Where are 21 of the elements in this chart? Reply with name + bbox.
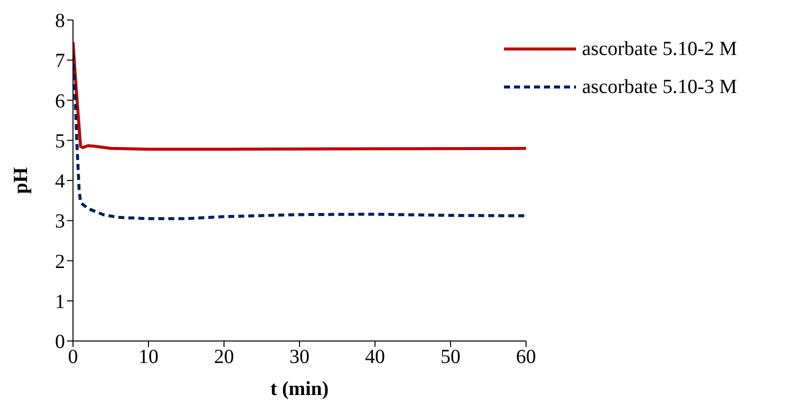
line-series <box>73 52 526 220</box>
x-tick-label: 40 <box>365 346 386 368</box>
x-axis-title: t (min) <box>270 378 329 400</box>
x-tick-label: 30 <box>290 346 310 368</box>
x-tick-label: 60 <box>516 346 536 368</box>
legend-label: ascorbate 5.10-3 M <box>582 75 737 100</box>
y-tick-label: 8 <box>55 10 65 32</box>
x-tick-label: 10 <box>138 346 159 368</box>
y-tick-label: 2 <box>55 250 65 273</box>
x-tick-label: 50 <box>440 346 461 368</box>
y-tick-label: 1 <box>55 290 65 313</box>
y-tick-label: 5 <box>55 130 65 152</box>
y-tick-label: 0 <box>55 331 65 354</box>
y-tick-label: 4 <box>55 170 65 193</box>
y-tick-label: 7 <box>55 50 65 72</box>
y-tick-label: 6 <box>55 90 65 112</box>
y-tick-label: 3 <box>55 210 65 233</box>
x-tick-label: 20 <box>214 346 234 368</box>
y-axis-title: pH <box>10 166 32 194</box>
line-series <box>73 40 526 151</box>
legend-label: ascorbate 5.10-2 M <box>582 37 737 62</box>
